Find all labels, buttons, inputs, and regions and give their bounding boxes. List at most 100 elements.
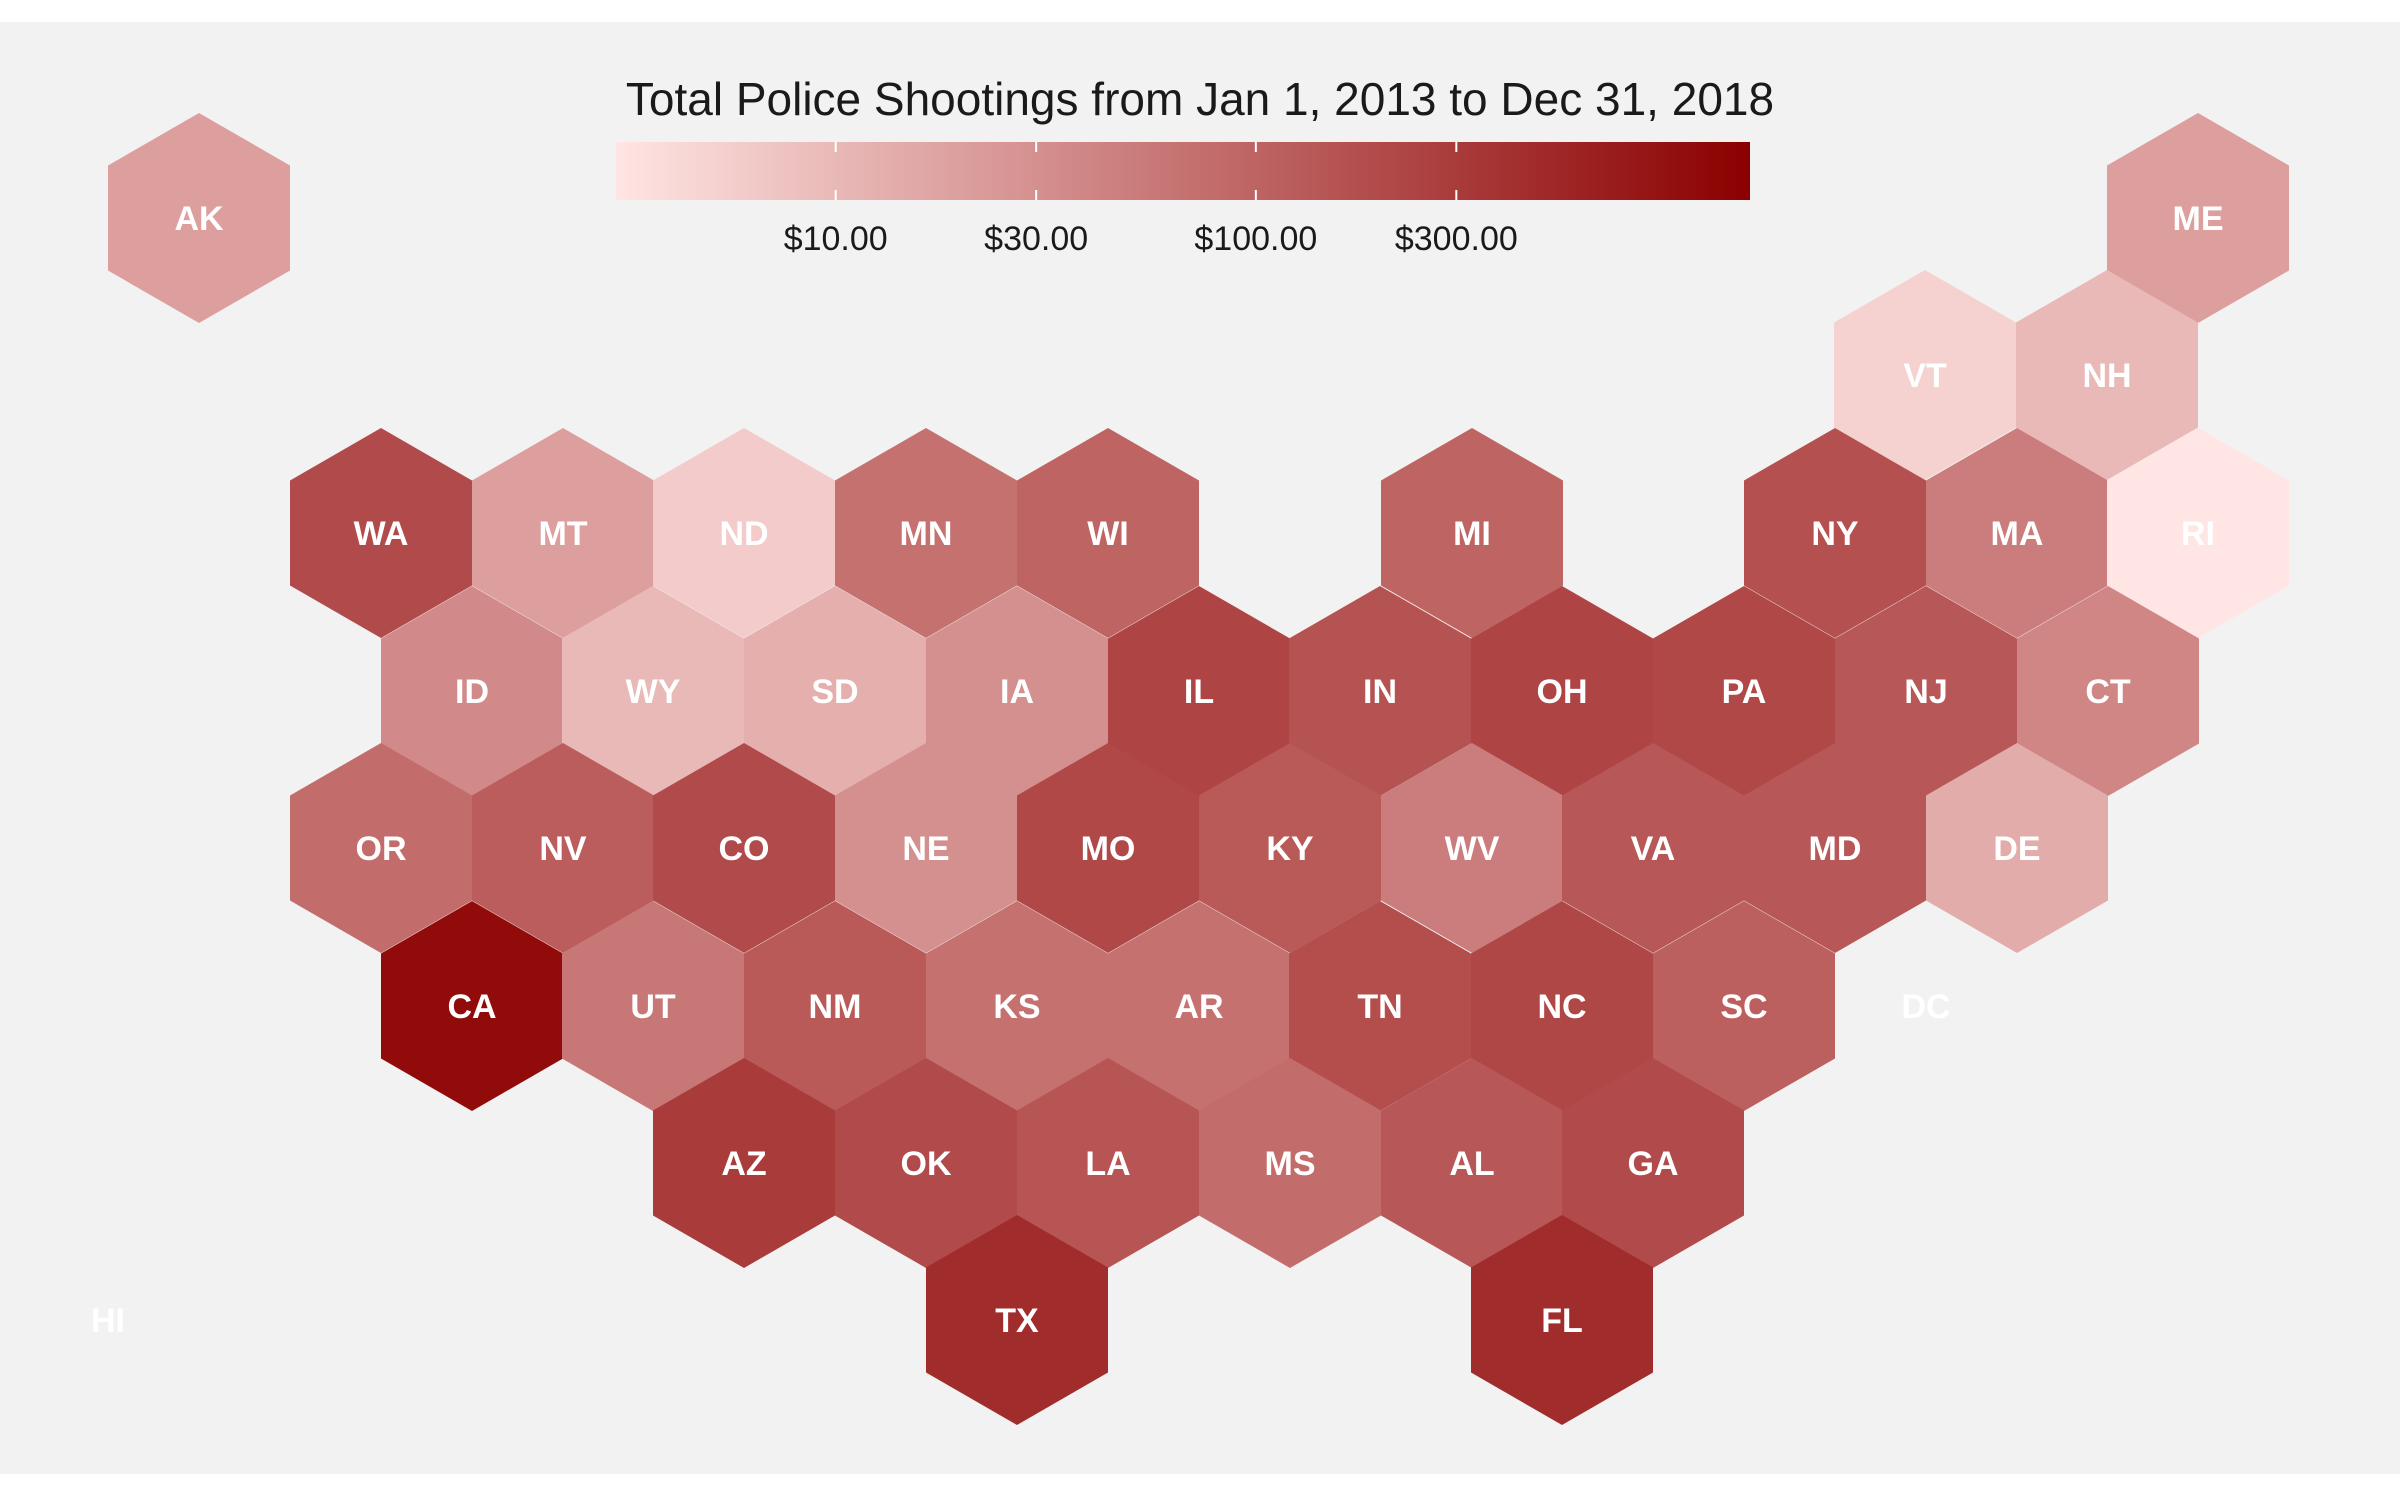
state-label: AR (1174, 988, 1223, 1026)
state-hex-wi: WI (1017, 428, 1199, 638)
state-hex-shape (1017, 743, 1199, 953)
state-label: NM (809, 988, 862, 1026)
state-label: WI (1087, 515, 1129, 553)
state-label: ID (455, 673, 489, 711)
state-hex-shape (108, 113, 290, 323)
state-label: WY (626, 673, 681, 711)
state-label: SC (1720, 988, 1767, 1026)
state-label: FL (1541, 1302, 1583, 1340)
state-hex-al: AL (1381, 1058, 1563, 1268)
state-label: KY (1266, 830, 1314, 868)
state-hex-il: IL (1108, 586, 1290, 796)
state-label: CO (719, 830, 770, 868)
legend-tick-label: $100.00 (1194, 220, 1317, 258)
state-label: NE (902, 830, 949, 868)
state-hex-shape (1381, 743, 1563, 953)
state-hex-ok: OK (835, 1058, 1017, 1268)
state-hex-pa: PA (1653, 586, 1835, 796)
state-label: LA (1085, 1145, 1130, 1183)
state-hex-shape (381, 586, 563, 796)
state-hex-de: DE (1926, 743, 2108, 953)
state-hex-shape (381, 901, 563, 1111)
state-hex-shape (2017, 586, 2199, 796)
state-hex-shape (290, 743, 472, 953)
state-hex-id: ID (381, 586, 563, 796)
state-label: CT (2085, 673, 2131, 711)
state-hex-sd: SD (744, 586, 926, 796)
state-hex-ks: KS (926, 901, 1108, 1111)
state-hex-shape (472, 428, 654, 638)
state-hex-ri: RI (2107, 428, 2289, 638)
state-hex-shape (926, 586, 1108, 796)
state-hex-shape (1199, 1058, 1381, 1268)
state-label: PA (1722, 673, 1767, 711)
state-label: ND (719, 515, 768, 553)
state-label: OR (356, 830, 407, 868)
state-hex-shape (2107, 113, 2289, 323)
state-hex-ma: MA (1926, 428, 2108, 638)
state-hex-shape (1471, 901, 1653, 1111)
state-label: VA (1631, 830, 1676, 868)
legend-tick-label: $30.00 (984, 220, 1088, 258)
state-label: DE (1993, 830, 2040, 868)
state-hex-shape (1471, 586, 1653, 796)
state-label: MD (1809, 830, 1862, 868)
state-hex-shape (1017, 1058, 1199, 1268)
state-hex-wy: WY (562, 586, 744, 796)
state-hex-shape (1653, 901, 1835, 1111)
state-label: IL (1184, 673, 1214, 711)
state-hex-ga: GA (1562, 1058, 1744, 1268)
state-label: MN (900, 515, 953, 553)
state-hex-vt: VT (1834, 270, 2016, 480)
state-label: AZ (721, 1145, 766, 1183)
state-hex-co: CO (653, 743, 835, 953)
state-hex-hi: HI (91, 1302, 125, 1340)
color-legend: $10.00 $30.00 $100.00 $300.00 (616, 142, 1750, 258)
state-hex-shape (1017, 428, 1199, 638)
state-hex-shape (835, 743, 1017, 953)
state-hex-wv: WV (1381, 743, 1563, 953)
state-label: AK (174, 200, 224, 238)
state-hex-or: OR (290, 743, 472, 953)
state-hex-oh: OH (1471, 586, 1653, 796)
state-hex-va: VA (1562, 743, 1744, 953)
state-hex-shape (1381, 1058, 1563, 1268)
state-hex-ut: UT (562, 901, 744, 1111)
state-hex-shape (472, 743, 654, 953)
state-hex-shape (1926, 428, 2108, 638)
state-label: SD (811, 673, 858, 711)
state-hex-dc: DC (1901, 988, 1950, 1026)
state-hex-shape (2016, 270, 2198, 480)
state-label: TN (1357, 988, 1402, 1026)
state-hex-shape (744, 586, 926, 796)
state-label: MI (1453, 515, 1491, 553)
state-label: ME (2173, 200, 2224, 238)
state-label: OH (1537, 673, 1588, 711)
state-hex-shape (1835, 586, 2017, 796)
state-label: TX (995, 1302, 1039, 1340)
state-hex-sc: SC (1653, 901, 1835, 1111)
state-hex-ny: NY (1744, 428, 1926, 638)
state-hex-fl: FL (1471, 1215, 1653, 1425)
state-hex-shape (653, 428, 835, 638)
state-hex-nd: ND (653, 428, 835, 638)
state-hex-ct: CT (2017, 586, 2199, 796)
state-hex-nv: NV (472, 743, 654, 953)
state-label: WV (1445, 830, 1500, 868)
state-hex-ak: AK (108, 113, 290, 323)
state-label: OK (901, 1145, 952, 1183)
state-label: RI (2181, 515, 2215, 553)
state-label: KS (993, 988, 1040, 1026)
state-hex-nc: NC (1471, 901, 1653, 1111)
state-label: AL (1449, 1145, 1494, 1183)
state-hex-shape (1834, 270, 2016, 480)
state-label: VT (1903, 357, 1947, 395)
state-hex-in: IN (1289, 586, 1471, 796)
state-label: HI (91, 1302, 125, 1340)
state-hex-mo: MO (1017, 743, 1199, 953)
state-hex-shape (1108, 586, 1290, 796)
state-label: NH (2082, 357, 2131, 395)
state-hex-ky: KY (1199, 743, 1381, 953)
legend-tick-label: $300.00 (1395, 220, 1518, 258)
state-hex-shape (1108, 901, 1290, 1111)
